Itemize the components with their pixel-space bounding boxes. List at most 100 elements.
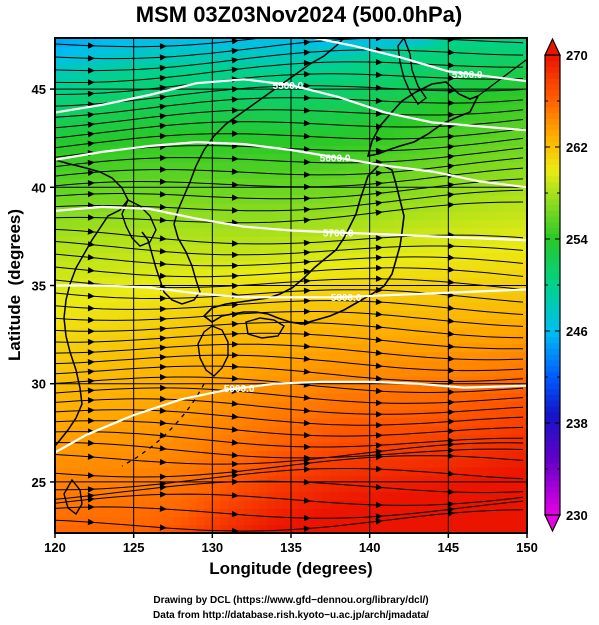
heat-cell (133, 302, 143, 311)
heat-cell (479, 500, 489, 509)
streamline (55, 431, 523, 448)
heat-cell (511, 219, 520, 229)
colorbar-segment (545, 486, 560, 493)
heat-cell (243, 425, 253, 435)
heat-cell (369, 425, 379, 435)
heat-cell (409, 368, 418, 377)
heat-cell (346, 351, 355, 361)
heat-cell (456, 95, 465, 105)
heat-cell (70, 219, 80, 229)
heat-cell (275, 417, 284, 427)
heat-cell (188, 442, 198, 452)
heat-cell (141, 46, 150, 56)
heat-cell (346, 376, 355, 386)
heat-cell (464, 467, 473, 476)
y-axis-label: Latitude (degrees) (5, 209, 24, 361)
heat-cell (243, 475, 253, 485)
heat-cell (212, 359, 221, 369)
heat-cell (495, 38, 504, 47)
heat-cell (346, 483, 355, 493)
heat-cell (369, 227, 379, 237)
colorbar-segment (545, 158, 560, 165)
heat-cell (149, 384, 158, 394)
heat-cell (243, 277, 253, 287)
heat-cell (479, 335, 489, 344)
heat-cell (125, 351, 135, 361)
heat-cell (377, 409, 386, 419)
heat-cell (235, 46, 245, 56)
heat-cell (471, 467, 481, 476)
heat-cell (432, 87, 442, 97)
heat-cell (188, 425, 198, 435)
heat-cell (243, 54, 253, 64)
heat-cell (519, 38, 527, 47)
heat-cell (149, 359, 158, 369)
heat-cell (464, 508, 473, 518)
heat-cell (196, 269, 206, 278)
heat-cell (78, 211, 88, 221)
heat-cell (511, 145, 520, 155)
streamline-arrow (231, 413, 239, 420)
heat-cell (125, 302, 135, 311)
heat-cell (102, 128, 111, 138)
heat-cell (464, 227, 473, 237)
heat-cell (361, 376, 371, 386)
heat-cell (196, 219, 206, 229)
heat-cell (188, 194, 198, 204)
heat-cell (94, 434, 103, 443)
heat-cell (377, 112, 386, 122)
heat-cell (157, 252, 166, 262)
heat-cell (165, 211, 174, 221)
heat-cell (133, 244, 143, 254)
heat-cell (188, 95, 198, 105)
heat-cell (228, 442, 237, 452)
heat-cell (448, 38, 457, 47)
heat-cell (149, 491, 158, 501)
streamline-arrow (303, 206, 311, 213)
colorbar-segment (545, 187, 560, 194)
heat-cell (306, 491, 316, 501)
heat-cell (503, 153, 512, 163)
heat-cell (464, 104, 473, 113)
heat-cell (416, 186, 426, 196)
heat-cell (322, 219, 331, 229)
streamline (55, 509, 524, 532)
heat-cell (291, 409, 300, 419)
streamline-arrow (375, 180, 383, 187)
heat-cell (102, 293, 111, 303)
streamline (55, 109, 524, 129)
heat-cell (369, 483, 379, 493)
heat-cell (306, 71, 316, 80)
heat-cell (448, 260, 457, 270)
heat-cell (306, 376, 316, 386)
heat-cell (275, 326, 284, 336)
heat-cell (204, 170, 213, 179)
heat-cell (283, 376, 292, 386)
heat-cell (251, 425, 261, 435)
heat-cell (275, 211, 284, 221)
heat-cell (448, 244, 457, 254)
heat-cell (519, 475, 527, 485)
heat-cell (94, 384, 103, 394)
heat-cell (243, 236, 253, 245)
heat-cell (291, 79, 300, 89)
heat-cell (251, 161, 261, 171)
heat-cell (416, 62, 426, 72)
heat-cell (314, 161, 324, 171)
heat-cell (338, 277, 347, 287)
heat-cell (86, 95, 95, 105)
streamline-arrow (447, 62, 455, 69)
heat-cell (409, 450, 418, 460)
heat-cell (487, 335, 497, 344)
heat-cell (125, 120, 135, 130)
heat-cell (94, 170, 103, 179)
heat-cell (322, 351, 331, 361)
heat-cell (55, 178, 64, 188)
heat-cell (165, 277, 174, 287)
heat-cell (471, 219, 481, 229)
heat-cell (283, 508, 292, 518)
streamline (55, 38, 266, 48)
heat-cell (125, 500, 135, 509)
heat-cell (196, 104, 206, 113)
heat-cell (165, 409, 174, 419)
